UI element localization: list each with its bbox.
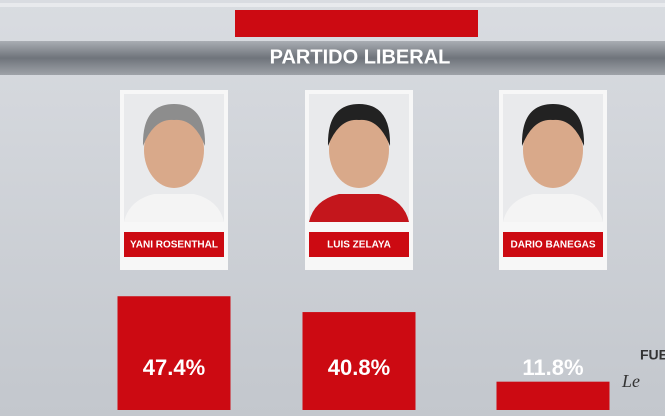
chart-title: PARTIDO LIBERAL bbox=[270, 46, 451, 68]
photo-shoulders bbox=[124, 194, 224, 222]
source-label: FUE bbox=[640, 347, 665, 363]
photo-face bbox=[144, 112, 204, 188]
photo-face bbox=[523, 112, 583, 188]
photo-hair bbox=[142, 104, 206, 146]
photo-hair bbox=[521, 104, 585, 146]
value-label: 11.8% bbox=[522, 355, 583, 380]
candidate-name: LUIS ZELAYA bbox=[327, 240, 391, 251]
photo-face bbox=[329, 112, 389, 188]
bar bbox=[496, 381, 610, 410]
logo: Le bbox=[621, 371, 640, 391]
bar bbox=[302, 312, 416, 410]
value-label: 40.8% bbox=[328, 355, 390, 380]
title-band bbox=[0, 41, 665, 75]
bar bbox=[117, 296, 231, 410]
candidate-name: DARIO BANEGAS bbox=[510, 240, 595, 251]
name-band bbox=[124, 232, 224, 257]
photo-shoulders bbox=[309, 194, 409, 222]
candidate-name: YANI ROSENTHAL bbox=[130, 240, 218, 251]
top-red-box bbox=[235, 10, 478, 37]
photo-shoulders bbox=[503, 194, 603, 222]
name-band bbox=[503, 232, 603, 257]
value-label: 47.4% bbox=[143, 355, 205, 380]
photo-hair bbox=[327, 104, 391, 146]
top-stripe bbox=[0, 3, 665, 7]
name-band bbox=[309, 232, 409, 257]
